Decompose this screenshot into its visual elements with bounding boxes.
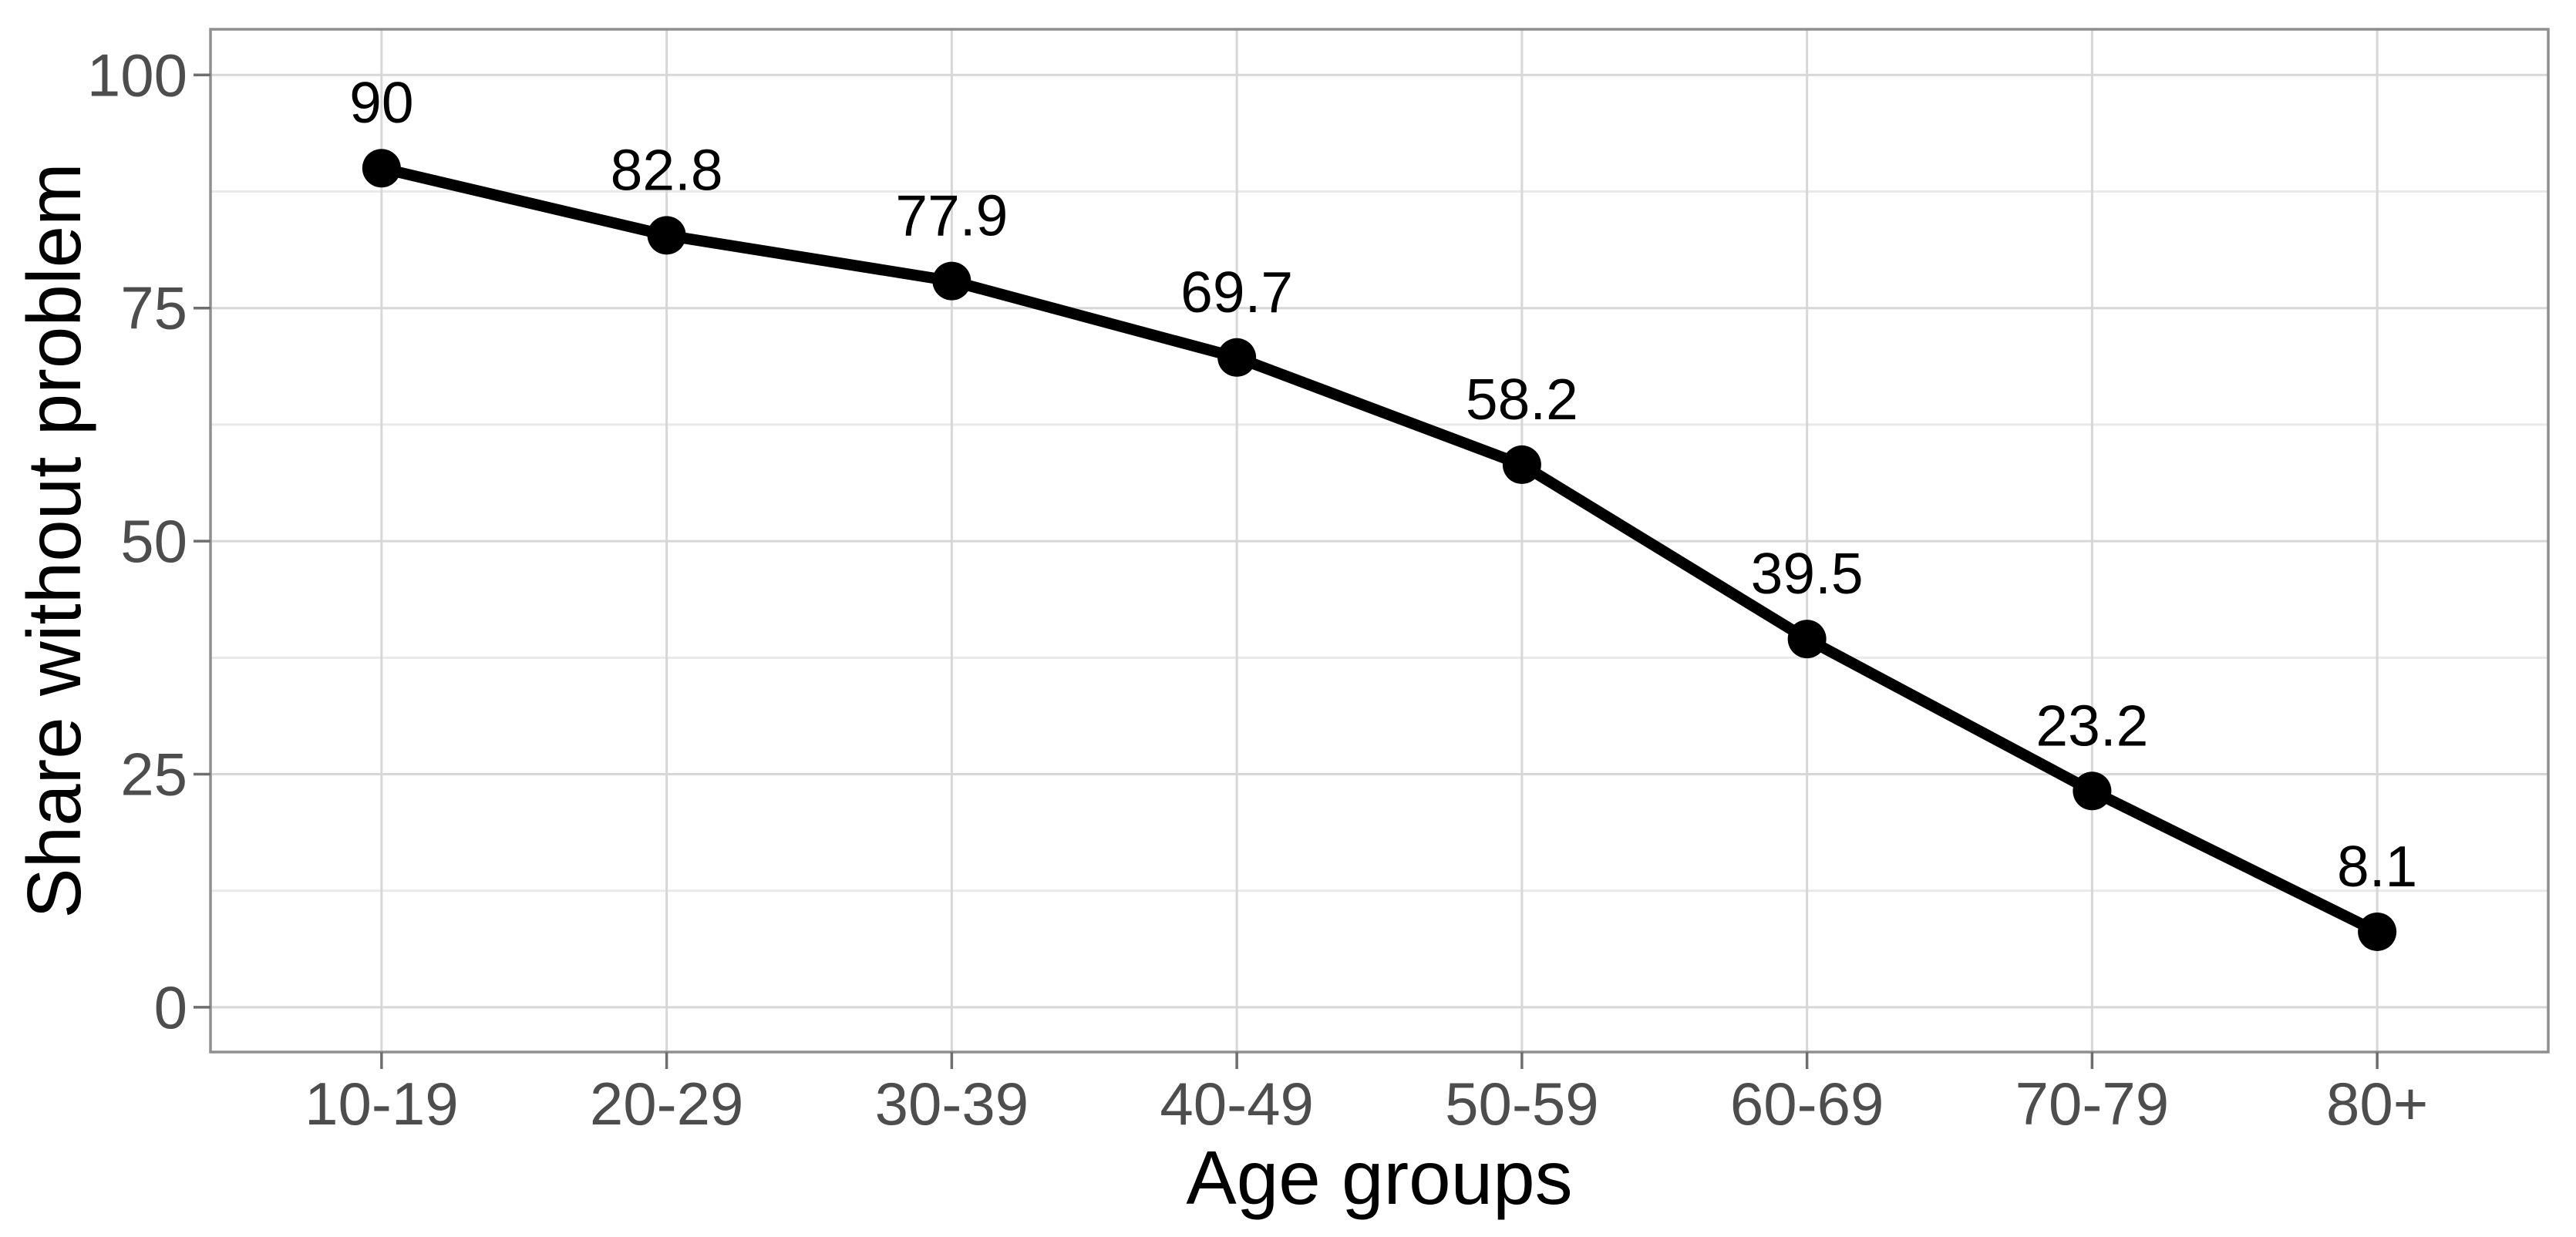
axis-text: 10-19 20-29 30-39 40-49 50-59 60-69 70-79 80+ 0 2…	[87, 41, 2428, 1138]
x-tick-label: 20-29	[590, 1070, 744, 1138]
data-labels: 90 82.8 77.9 69.7 58.2 39.5 23.2 8.1	[349, 70, 2417, 899]
data-point-label: 77.9	[895, 183, 1008, 248]
axis-ticks	[194, 73, 2379, 1069]
data-point-label: 82.8	[611, 137, 723, 202]
data-point-label: 8.1	[2337, 834, 2417, 899]
data-point-label: 23.2	[2036, 693, 2148, 758]
y-tick-label: 75	[120, 274, 187, 342]
data-point-label: 69.7	[1180, 260, 1293, 324]
major-gridlines	[210, 29, 2548, 1052]
x-axis-title: Age groups	[1186, 1135, 1572, 1220]
data-point-label: 90	[349, 70, 413, 135]
data-point	[1787, 620, 1827, 659]
minor-gridlines	[210, 190, 2548, 892]
x-tick-label: 40-49	[1160, 1070, 1314, 1138]
data-point	[647, 216, 686, 255]
x-tick-label: 10-19	[305, 1070, 459, 1138]
data-series	[362, 149, 2397, 951]
y-tick-label: 50	[120, 507, 187, 575]
data-point	[2358, 912, 2397, 951]
y-tick-label: 25	[120, 741, 187, 808]
y-axis-title: Share without problem	[12, 163, 96, 919]
series-line	[375, 162, 2383, 938]
data-point	[932, 261, 971, 301]
data-point	[1217, 338, 1257, 377]
data-point	[362, 149, 401, 188]
y-tick-label: 100	[87, 41, 187, 109]
x-tick-label: 70-79	[2015, 1070, 2170, 1138]
data-point-label: 39.5	[1751, 541, 1864, 606]
x-tick-label: 50-59	[1445, 1070, 1599, 1138]
data-point	[2073, 771, 2112, 811]
data-point-label: 58.2	[1466, 367, 1578, 432]
x-tick-label: 60-69	[1730, 1070, 1884, 1138]
y-tick-label: 0	[154, 973, 187, 1041]
x-tick-label: 80+	[2326, 1070, 2428, 1138]
x-tick-label: 30-39	[875, 1070, 1029, 1138]
data-point	[1502, 445, 1541, 484]
